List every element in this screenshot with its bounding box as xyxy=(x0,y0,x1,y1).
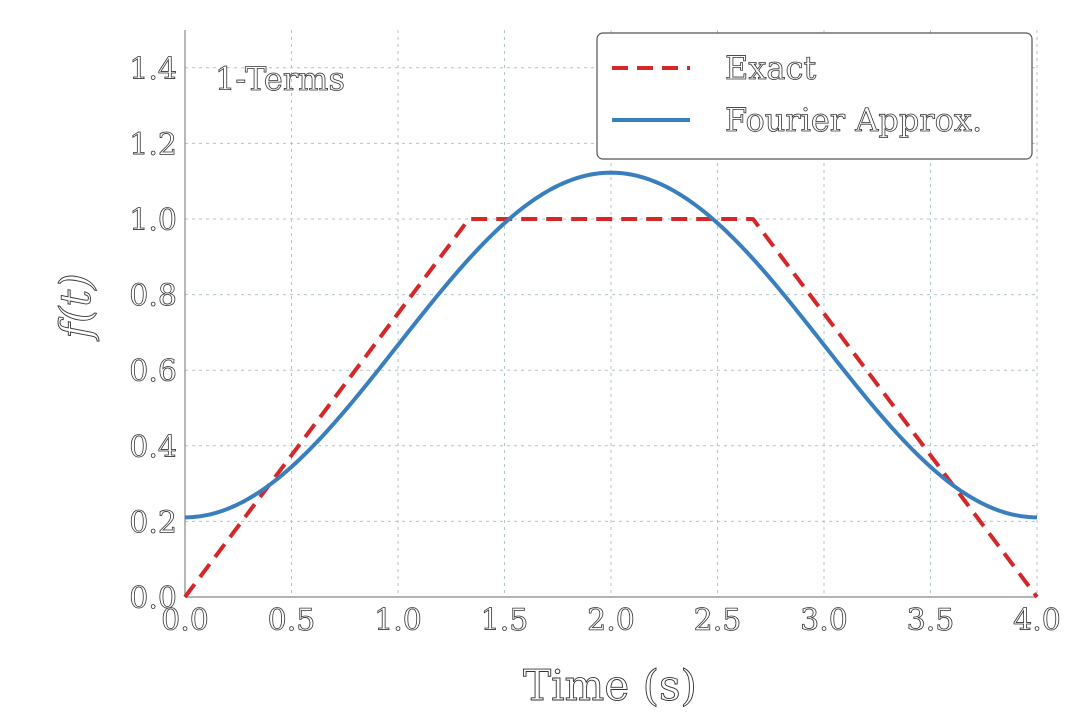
x-axis-label: Time (s) xyxy=(523,661,697,710)
x-tick-labels: 0.0 0.5 1.0 1.5 2.0 2.5 3.0 3.5 4.0 xyxy=(161,603,1062,639)
y-tick-label: 1.0 xyxy=(129,203,177,238)
series-line-fourier xyxy=(184,170,1038,520)
x-tick-label: 3.0 xyxy=(800,603,848,638)
y-tick-label: 0.8 xyxy=(129,279,177,314)
x-tick-label: 3.5 xyxy=(907,603,955,638)
y-tick-labels: 0.0 0.2 0.4 0.6 0.8 1.0 1.2 1.4 xyxy=(129,51,178,616)
y-axis-label: f(t) xyxy=(51,273,100,341)
y-tick-label: 0.2 xyxy=(129,505,177,540)
y-tick-label: 0.6 xyxy=(129,354,177,389)
legend-frame xyxy=(596,32,1033,160)
x-tick-label: 2.0 xyxy=(587,603,635,638)
x-tick-label: 1.0 xyxy=(374,603,422,638)
x-tick-label: 4.0 xyxy=(1013,603,1061,638)
series-layer xyxy=(183,170,1039,599)
x-tick-label: 2.5 xyxy=(694,603,742,638)
x-tick-label: 1.5 xyxy=(481,603,529,638)
axes-frame xyxy=(184,30,1037,598)
x-tick-label: 0.5 xyxy=(268,603,316,638)
y-tick-label: 0.4 xyxy=(129,430,177,465)
x-tick-label: 0.0 xyxy=(161,603,209,638)
y-tick-label: 1.4 xyxy=(129,52,177,87)
y-tick-label: 0.0 xyxy=(129,581,177,616)
series-line-exact xyxy=(183,217,1039,599)
legend-label-fourier: Fourier Approx. xyxy=(725,101,982,139)
legend-label-exact: Exact xyxy=(725,49,816,87)
legend: Exact Fourier Approx. xyxy=(596,32,1033,160)
chart-annotation: 1-Terms xyxy=(215,60,345,98)
y-tick-label: 1.2 xyxy=(129,127,177,162)
